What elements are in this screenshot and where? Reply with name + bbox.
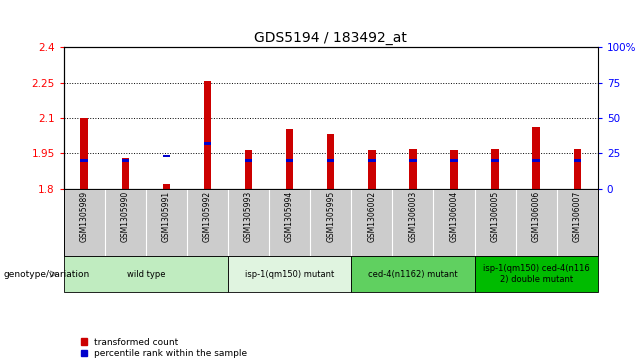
Text: isp-1(qm150) mutant: isp-1(qm150) mutant (245, 270, 335, 278)
Bar (409, 159, 417, 162)
Bar (121, 159, 129, 162)
Text: isp-1(qm150) ced-4(n116
2) double mutant: isp-1(qm150) ced-4(n116 2) double mutant (483, 264, 590, 284)
Bar (409, 149, 417, 189)
Bar (492, 159, 499, 162)
Bar (204, 142, 211, 144)
Bar (532, 159, 540, 162)
Bar (368, 150, 375, 189)
Bar (204, 81, 211, 189)
Bar (163, 155, 170, 158)
Text: GSM1305995: GSM1305995 (326, 191, 335, 242)
Legend: transformed count, percentile rank within the sample: transformed count, percentile rank withi… (81, 338, 247, 359)
Text: GSM1305990: GSM1305990 (121, 191, 130, 242)
Text: GSM1305991: GSM1305991 (162, 191, 171, 242)
Text: GSM1306007: GSM1306007 (573, 191, 582, 242)
Text: GSM1306004: GSM1306004 (450, 191, 459, 242)
Text: wild type: wild type (127, 270, 165, 278)
Bar (368, 159, 375, 162)
Text: GSM1306003: GSM1306003 (408, 191, 417, 242)
Text: GSM1305993: GSM1305993 (244, 191, 253, 242)
Bar (163, 184, 170, 189)
Text: genotype/variation: genotype/variation (3, 270, 90, 278)
Bar (574, 149, 581, 189)
Bar (80, 118, 88, 189)
Bar (286, 129, 293, 189)
FancyBboxPatch shape (228, 256, 351, 292)
Bar (327, 159, 335, 162)
Text: GSM1306002: GSM1306002 (368, 191, 377, 242)
Bar (327, 135, 335, 189)
FancyBboxPatch shape (64, 256, 228, 292)
Text: GSM1305989: GSM1305989 (80, 191, 88, 242)
Bar (245, 150, 252, 189)
Text: GSM1305992: GSM1305992 (203, 191, 212, 242)
Bar (450, 150, 458, 189)
Bar (574, 159, 581, 162)
Bar (121, 158, 129, 189)
Text: GSM1305994: GSM1305994 (285, 191, 294, 242)
Title: GDS5194 / 183492_at: GDS5194 / 183492_at (254, 31, 407, 45)
Bar (450, 159, 458, 162)
Bar (532, 127, 540, 189)
Text: GSM1306006: GSM1306006 (532, 191, 541, 242)
Text: ced-4(n1162) mutant: ced-4(n1162) mutant (368, 270, 458, 278)
Bar (286, 159, 293, 162)
Bar (80, 159, 88, 162)
Bar (245, 159, 252, 162)
Bar (492, 149, 499, 189)
Text: GSM1306005: GSM1306005 (490, 191, 500, 242)
FancyBboxPatch shape (351, 256, 474, 292)
FancyBboxPatch shape (474, 256, 598, 292)
